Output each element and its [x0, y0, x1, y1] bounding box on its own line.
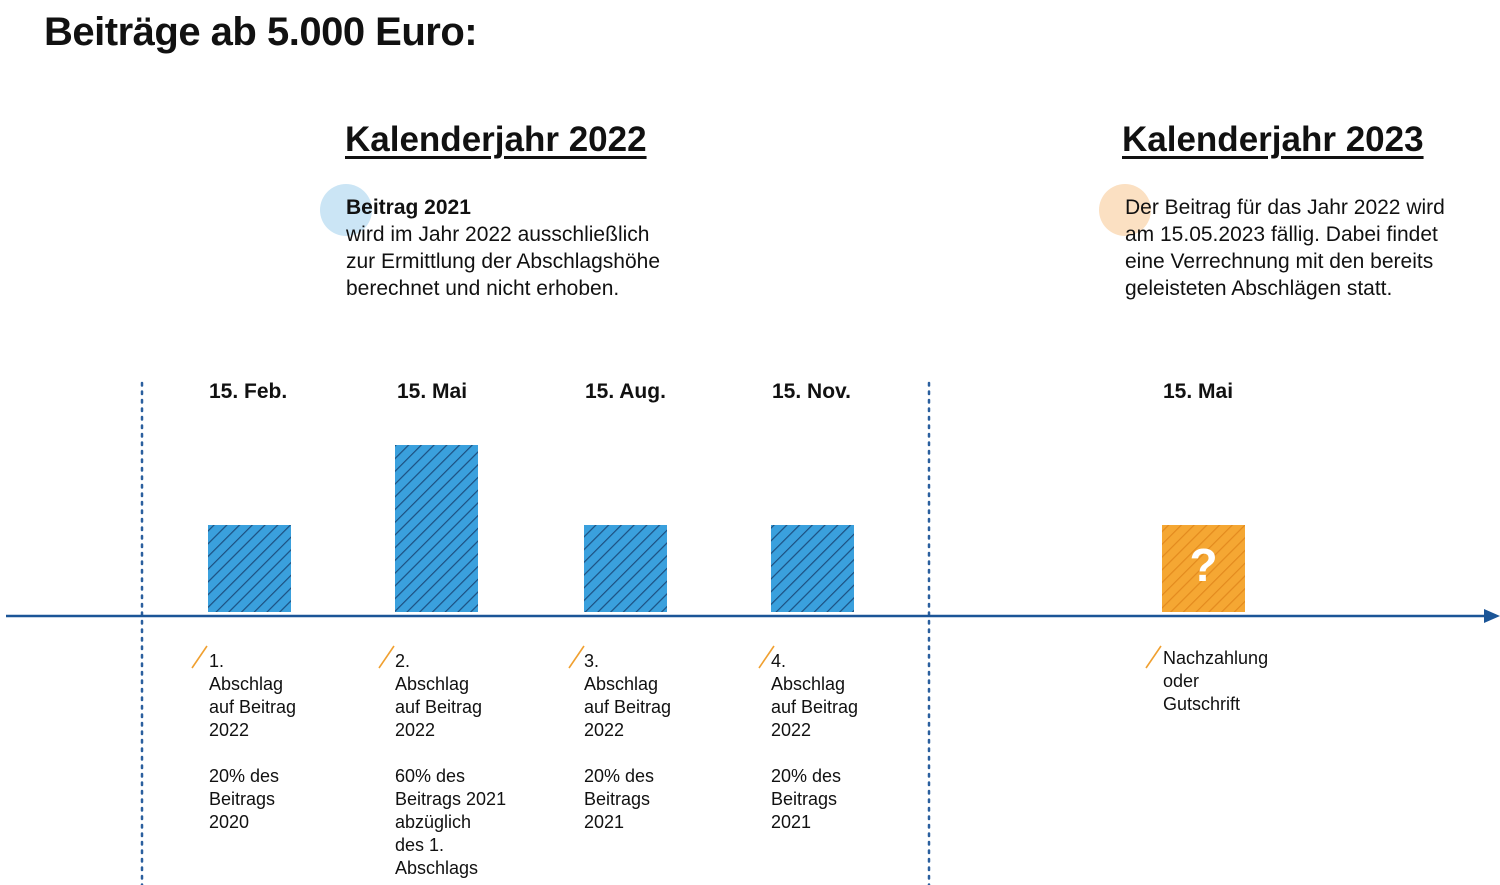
- description-line: Gutschrift: [1163, 694, 1241, 714]
- description-line: 2022: [584, 720, 625, 740]
- payment-bar-aug-2022: [584, 525, 667, 612]
- description-line: 3.: [584, 651, 600, 671]
- year-note-2023: Der Beitrag für das Jahr 2022 wird am 15…: [1125, 194, 1445, 302]
- slash-icon: [568, 645, 585, 669]
- detail-line: 2020: [209, 812, 250, 832]
- slash-icon: [1145, 645, 1162, 669]
- note-line: berechnet und nicht erhoben.: [346, 277, 620, 300]
- description-line: Abschlag: [584, 674, 659, 694]
- payment-description: 1. Abschlag auf Beitrag 2022 20% des Bei…: [209, 650, 296, 834]
- payment-date: 15. Mai: [397, 380, 468, 403]
- description-line: Abschlag: [209, 674, 284, 694]
- description-line: auf Beitrag: [209, 697, 297, 717]
- timeline-arrowhead-icon: [1484, 609, 1500, 623]
- detail-line: Abschlags: [395, 858, 479, 878]
- slash-icon: [191, 645, 208, 669]
- payment-date: 15. Aug.: [585, 380, 666, 403]
- note-marker-blue-circle: [320, 184, 372, 236]
- payment-description: 4. Abschlag auf Beitrag 2022 20% des Bei…: [771, 650, 858, 834]
- note-line: zur Ermittlung der Abschlagshöhe: [346, 250, 661, 273]
- detail-line: 20% des: [771, 766, 842, 786]
- detail-line: Beitrags: [771, 789, 838, 809]
- payment-description: 3. Abschlag auf Beitrag 2022 20% des Bei…: [584, 650, 671, 834]
- note-line: am 15.05.2023 fällig. Dabei findet: [1125, 223, 1438, 246]
- detail-line: 2021: [771, 812, 812, 832]
- detail-line: Beitrags: [584, 789, 651, 809]
- detail-line: 20% des: [209, 766, 280, 786]
- description-line: auf Beitrag: [771, 697, 859, 717]
- note-line: geleisteten Abschlägen statt.: [1125, 277, 1393, 300]
- payment-date: 15. Mai: [1163, 380, 1234, 403]
- payment-bar-may-2022: [395, 445, 478, 612]
- detail-line: abzüglich: [395, 812, 472, 832]
- payment-description: 2. Abschlag auf Beitrag 2022 60% des Bei…: [395, 650, 506, 880]
- year-heading-2023: Kalenderjahr 2023: [1122, 120, 1424, 159]
- detail-line: 2021: [584, 812, 625, 832]
- payment-date: 15. Feb.: [209, 380, 288, 403]
- description-line: 2022: [771, 720, 812, 740]
- detail-line: des 1.: [395, 835, 445, 855]
- description-line: oder: [1163, 671, 1200, 691]
- note-line: Der Beitrag für das Jahr 2022 wird: [1125, 196, 1445, 219]
- payment-bar-nov-2022: [771, 525, 854, 612]
- year-heading-2022: Kalenderjahr 2022: [345, 120, 647, 159]
- page-title: Beiträge ab 5.000 Euro:: [44, 10, 478, 54]
- description-line: Nachzahlung: [1163, 648, 1269, 668]
- year-note-2022: Beitrag 2021 wird im Jahr 2022 ausschlie…: [346, 194, 660, 302]
- detail-line: Beitrags: [209, 789, 276, 809]
- slash-icon: [378, 645, 395, 669]
- payment-date: 15. Nov.: [772, 380, 851, 403]
- note-title: Beitrag 2021: [346, 196, 471, 219]
- detail-line: 60% des: [395, 766, 466, 786]
- description-line: 2022: [209, 720, 250, 740]
- note-line: wird im Jahr 2022 ausschließlich: [346, 223, 650, 246]
- description-line: Abschlag: [395, 674, 470, 694]
- settlement-description: Nachzahlung oder Gutschrift: [1163, 647, 1268, 716]
- description-line: 4.: [771, 651, 787, 671]
- unknown-amount-symbol: ?: [1189, 539, 1218, 591]
- note-line: eine Verrechnung mit den bereits: [1125, 250, 1434, 273]
- payment-bar-feb-2022: [208, 525, 291, 612]
- settlement-bar-may-2023: [1162, 525, 1245, 612]
- description-line: 2022: [395, 720, 436, 740]
- description-line: auf Beitrag: [584, 697, 672, 717]
- detail-line: 20% des: [584, 766, 655, 786]
- detail-line: Beitrags 2021: [395, 789, 507, 809]
- description-line: auf Beitrag: [395, 697, 483, 717]
- description-line: Abschlag: [771, 674, 846, 694]
- description-line: 1.: [209, 651, 225, 671]
- note-marker-orange-circle: [1099, 184, 1151, 236]
- description-line: 2.: [395, 651, 411, 671]
- slash-icon: [758, 645, 775, 669]
